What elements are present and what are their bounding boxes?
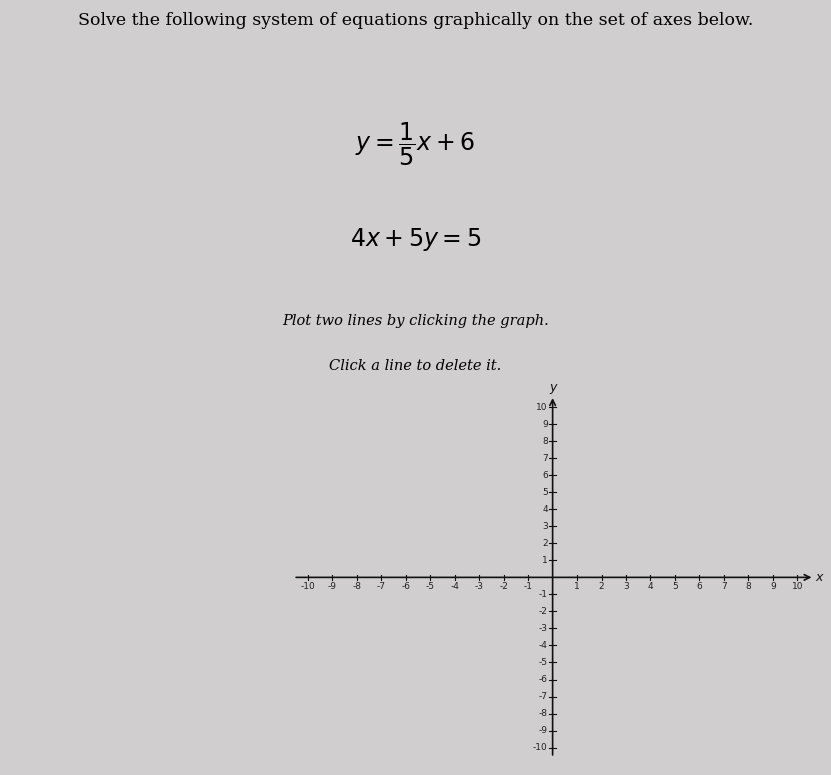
Text: -3: -3 xyxy=(475,583,484,591)
Text: 9: 9 xyxy=(542,420,548,429)
Text: -7: -7 xyxy=(538,692,548,701)
Text: -7: -7 xyxy=(377,583,386,591)
Text: -6: -6 xyxy=(401,583,411,591)
Text: -10: -10 xyxy=(533,743,548,752)
Text: -5: -5 xyxy=(425,583,435,591)
Text: -8: -8 xyxy=(538,709,548,718)
Text: 6: 6 xyxy=(542,470,548,480)
Text: 3: 3 xyxy=(623,583,629,591)
Text: x: x xyxy=(815,571,823,584)
Text: -6: -6 xyxy=(538,675,548,684)
Text: -1: -1 xyxy=(538,590,548,599)
Text: 10: 10 xyxy=(791,583,803,591)
Text: -4: -4 xyxy=(538,641,548,650)
Text: Click a line to delete it.: Click a line to delete it. xyxy=(329,359,502,373)
Text: 5: 5 xyxy=(672,583,678,591)
Text: $4x + 5y = 5$: $4x + 5y = 5$ xyxy=(350,226,481,253)
Text: 8: 8 xyxy=(542,436,548,446)
Text: -9: -9 xyxy=(538,726,548,735)
Text: y: y xyxy=(549,381,556,394)
Text: 7: 7 xyxy=(542,453,548,463)
Text: $y = \dfrac{1}{5}x + 6$: $y = \dfrac{1}{5}x + 6$ xyxy=(356,121,475,168)
Text: 2: 2 xyxy=(598,583,604,591)
Text: -2: -2 xyxy=(499,583,508,591)
Text: 4: 4 xyxy=(647,583,653,591)
Text: 3: 3 xyxy=(542,522,548,531)
Text: 9: 9 xyxy=(770,583,775,591)
Text: Solve the following system of equations graphically on the set of axes below.: Solve the following system of equations … xyxy=(78,12,753,29)
Text: 7: 7 xyxy=(721,583,727,591)
Text: 4: 4 xyxy=(542,505,548,514)
Text: 6: 6 xyxy=(696,583,702,591)
Text: -1: -1 xyxy=(524,583,533,591)
Text: 8: 8 xyxy=(745,583,751,591)
Text: 1: 1 xyxy=(542,556,548,565)
Text: -4: -4 xyxy=(450,583,460,591)
Text: 2: 2 xyxy=(542,539,548,548)
Text: -9: -9 xyxy=(328,583,337,591)
Text: -5: -5 xyxy=(538,658,548,667)
Text: 1: 1 xyxy=(574,583,580,591)
Text: Plot two lines by clicking the graph.: Plot two lines by clicking the graph. xyxy=(283,315,548,329)
Text: -3: -3 xyxy=(538,624,548,633)
Text: -2: -2 xyxy=(538,607,548,616)
Text: -10: -10 xyxy=(301,583,315,591)
Text: 5: 5 xyxy=(542,487,548,497)
Text: -8: -8 xyxy=(352,583,361,591)
Text: 10: 10 xyxy=(536,403,548,412)
